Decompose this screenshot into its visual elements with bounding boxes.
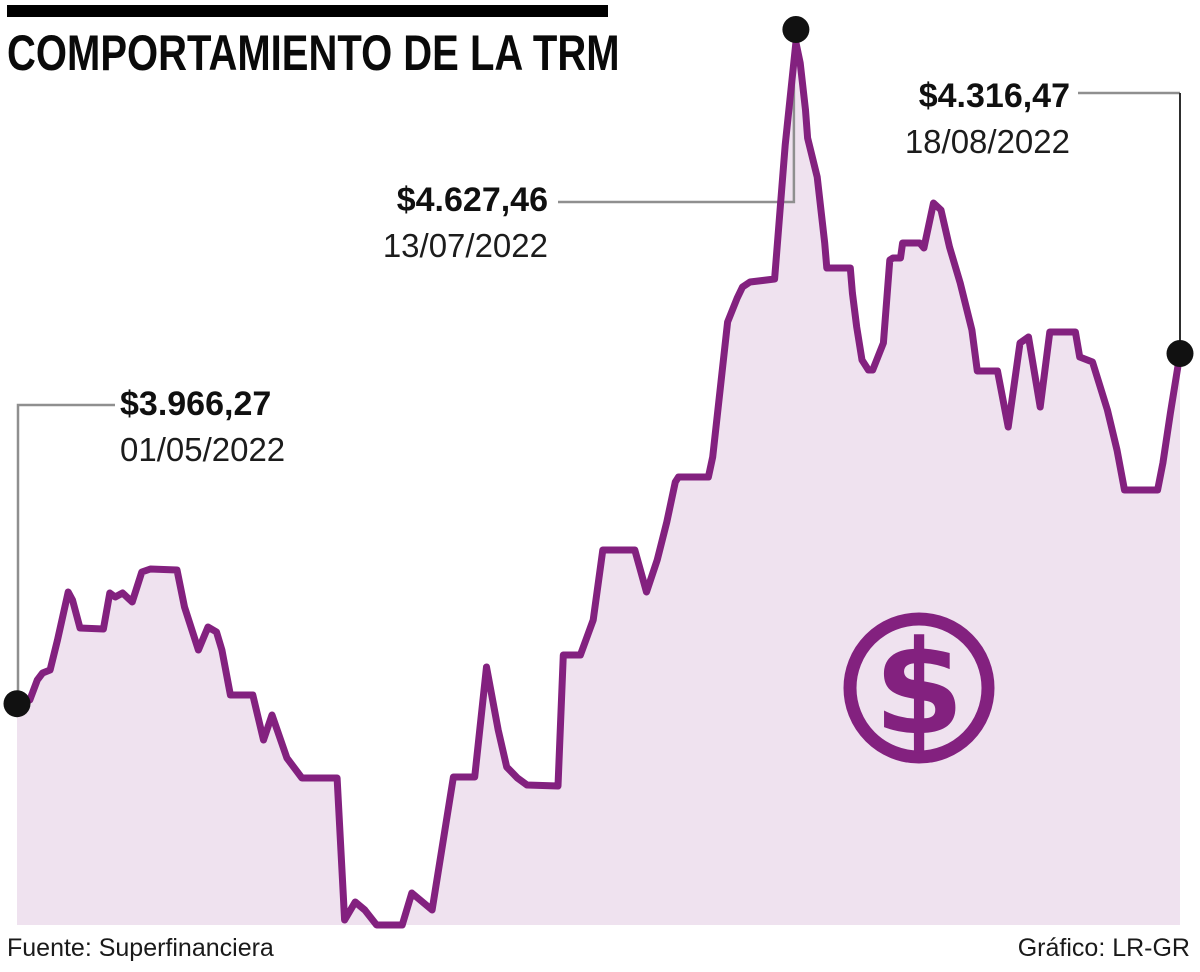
chart-title: COMPORTAMIENTO DE LA TRM [7, 25, 620, 81]
footer: Fuente: Superfinanciera Gráfico: LR-GR [7, 934, 1190, 963]
annotation-peak: $4.627,46 13/07/2022 [383, 178, 548, 268]
annotation-start-value: $3.966,27 [120, 385, 272, 423]
leader-line-peak [558, 47, 796, 204]
annotation-end-value: $4.316,47 [918, 77, 1070, 115]
dollar-sign-icon: $ [874, 612, 964, 764]
graphic-credit: Gráfico: LR-GR [1017, 934, 1190, 962]
point-marker-start [3, 690, 31, 718]
annotation-peak-date: 13/07/2022 [382, 227, 548, 264]
leader-line-start [16, 403, 115, 704]
annotation-start-date: 01/05/2022 [120, 431, 286, 468]
trm-series-line [13, 39, 1184, 929]
source-credit: Fuente: Superfinanciera [7, 934, 274, 962]
point-marker-end [1166, 340, 1194, 367]
point-marker-peak [782, 16, 810, 43]
annotation-end-date: 18/08/2022 [904, 123, 1070, 160]
area-fill [17, 42, 1180, 925]
annotation-end: $4.316,47 18/08/2022 [905, 74, 1070, 164]
peso-coin-icon [843, 612, 995, 764]
annotation-start: $3.966,27 01/05/2022 [120, 382, 285, 472]
annotation-peak-value: $4.627,46 [396, 181, 548, 219]
title-accent-bar [7, 5, 608, 17]
